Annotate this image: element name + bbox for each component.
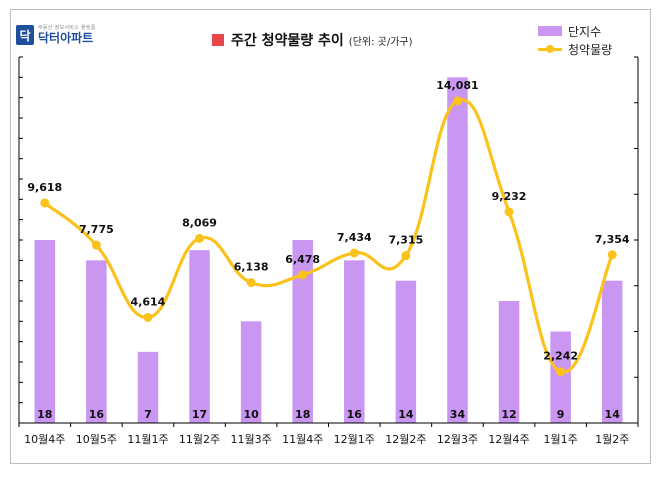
line-label-10월4주: 9,618 (27, 181, 62, 194)
bar-label-12월1주: 16 (347, 408, 363, 421)
line-series-청약물량 (43, 98, 614, 374)
bar-11월4주 (292, 240, 313, 423)
line-point-11월1주 (143, 312, 153, 322)
x-tick-label-11월4주: 11월4주 (282, 433, 323, 446)
bar-label-12월3주: 34 (450, 408, 466, 421)
chart-title: 주간 청약물량 추이 (단위: 곳/가구) (212, 30, 413, 50)
legend-bar-label: 단지수 (568, 24, 602, 39)
line-label-12월3주: 14,081 (436, 79, 478, 92)
line-point-10월5주 (91, 240, 101, 250)
x-tick-label-11월1주: 11월1주 (127, 433, 168, 446)
line-point-12월3주 (452, 96, 462, 106)
legend-line-swatch (538, 44, 562, 54)
logo-name: 닥터아파트 (38, 31, 94, 45)
x-tick-label-12월4주: 12월4주 (488, 433, 529, 446)
x-tick-label-10월4주: 10월4주 (24, 433, 65, 446)
bar-11월1주 (137, 351, 159, 423)
legend-line-label: 청약물량 (568, 42, 613, 57)
line-label-12월2주: 7,315 (388, 234, 423, 247)
x-tick-label-12월1주: 12월1주 (334, 433, 375, 446)
bar-11월3주 (240, 321, 262, 423)
x-tick-label-12월3주: 12월3주 (437, 433, 478, 446)
bar-12월4주 (498, 301, 520, 423)
title-text: 주간 청약물량 추이 (231, 33, 344, 49)
line-label-10월5주: 7,775 (79, 223, 114, 236)
logo: 닥 부동산 정보서비스 플랫폼 닥터아파트 (16, 22, 96, 48)
x-tick-label-1월2주: 1월2주 (595, 433, 629, 446)
logo-icon: 닥 (16, 25, 34, 45)
line-point-10월4주 (40, 198, 50, 208)
bar-label-12월4주: 12 (501, 408, 516, 421)
bar-label-10월5주: 16 (89, 408, 105, 421)
line-label-11월1주: 4,614 (131, 295, 166, 308)
bar-label-11월4주: 18 (295, 408, 310, 421)
x-tick-label-11월2주: 11월2주 (179, 433, 220, 446)
title-marker-icon (212, 34, 224, 46)
bar-1월2주 (601, 280, 623, 423)
x-tick-label-12월2주: 12월2주 (385, 433, 426, 446)
title-unit: (단위: 곳/가구) (348, 36, 413, 48)
x-tick-label-1월1주: 1월1주 (544, 433, 578, 446)
bar-label-11월2주: 17 (192, 408, 207, 421)
x-tick-label-10월5주: 10월5주 (76, 433, 117, 446)
bar-label-11월1주: 7 (144, 408, 152, 421)
bar-label-12월2주: 14 (398, 408, 414, 421)
line-label-11월4주: 6,478 (285, 253, 320, 266)
legend: 단지수 청약물량 (538, 22, 612, 58)
line-point-11월2주 (195, 233, 205, 243)
bar-label-11월3주: 10 (243, 408, 259, 421)
line-point-12월4주 (504, 207, 514, 217)
line-point-11월4주 (298, 270, 308, 280)
line-point-11월3주 (246, 278, 256, 288)
bar-12월3주 (447, 77, 468, 423)
line-point-1월1주 (556, 367, 566, 377)
line-label-11월3주: 6,138 (234, 261, 269, 274)
bar-10월5주 (86, 260, 107, 423)
bar-12월2주 (395, 280, 417, 423)
chart-frame (10, 9, 651, 464)
legend-item-line: 청약물량 (538, 40, 612, 58)
line-label-1월1주: 2,242 (543, 350, 578, 363)
line-label-12월1주: 7,434 (337, 231, 372, 244)
x-tick-label-11월3주: 11월3주 (231, 433, 272, 446)
bar-11월2주 (189, 250, 210, 423)
bar-12월1주 (344, 260, 365, 423)
legend-bar-swatch (538, 26, 562, 36)
logo-subtitle: 부동산 정보서비스 플랫폼 (38, 25, 96, 31)
bar-label-1월1주: 9 (557, 408, 565, 421)
line-label-11월2주: 8,069 (182, 216, 217, 229)
line-label-12월4주: 9,232 (492, 190, 527, 203)
bar-label-10월4주: 18 (37, 408, 52, 421)
line-label-1월2주: 7,354 (595, 233, 630, 246)
line-point-12월1주 (349, 248, 359, 258)
bar-10월4주 (34, 240, 56, 423)
bar-1월1주 (550, 331, 571, 423)
legend-item-bars: 단지수 (538, 22, 612, 40)
line-point-12월2주 (401, 251, 411, 261)
bar-label-1월2주: 14 (605, 408, 621, 421)
line-point-1월2주 (607, 250, 617, 260)
